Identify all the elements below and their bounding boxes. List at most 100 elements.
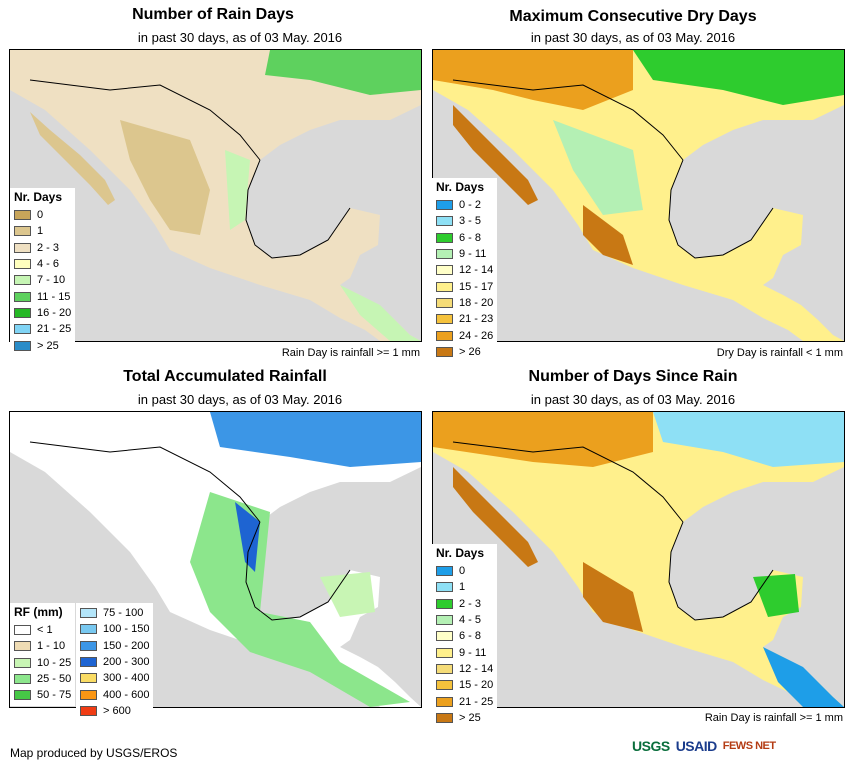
- legend-row: 21 - 25: [14, 321, 71, 337]
- orange-northwest: [433, 412, 653, 467]
- legend-label: 7 - 10: [37, 274, 66, 287]
- legend-label: 3 - 5: [459, 215, 482, 228]
- orange-north: [433, 50, 633, 110]
- legend-label: 24 - 26: [459, 329, 494, 342]
- legend-row: > 25: [14, 337, 71, 353]
- legend-label: 1: [37, 225, 44, 238]
- gulf-blue: [235, 502, 260, 572]
- legend-label: 75 - 100: [103, 607, 144, 620]
- legend-swatch: [436, 265, 453, 276]
- legend-label: 25 - 50: [37, 673, 72, 686]
- legend-label: 6 - 8: [459, 231, 482, 244]
- legend-row: 25 - 50: [14, 671, 71, 687]
- legend-row: 10 - 25: [14, 655, 71, 671]
- legend-swatch: [14, 340, 31, 351]
- legend-swatch: [14, 641, 31, 652]
- fewsnet-logo: FEWS NET: [722, 740, 776, 752]
- legend-rainfall: RF (mm) < 1 1 - 10 10 - 25 25 - 50 50 - 75: [10, 603, 76, 707]
- yucatan-green: [320, 572, 375, 617]
- legend-label: 0: [459, 565, 466, 578]
- legend-label: 400 - 600: [103, 688, 150, 701]
- legend-swatch: [436, 314, 453, 325]
- legend-swatch: [14, 674, 31, 685]
- legend-swatch: [436, 712, 453, 723]
- legend-row: < 1: [14, 622, 71, 638]
- legend-title: Nr. Days: [14, 190, 63, 204]
- legend-row: 18 - 20: [436, 295, 493, 311]
- legend-label: 100 - 150: [103, 623, 150, 636]
- us-green-area: [633, 50, 844, 105]
- map-rainfall: [9, 411, 422, 708]
- legend-row: 6 - 8: [436, 628, 493, 644]
- legend-swatch: [14, 690, 31, 701]
- map-days-since-rain-canvas: [433, 412, 844, 707]
- gulf-border: [245, 521, 351, 621]
- legend-row: 9 - 11: [436, 246, 493, 262]
- legend-label: 200 - 300: [103, 656, 150, 669]
- logo-strip: USGS USAID FEWS NET: [632, 738, 776, 754]
- legend-row: 3 - 5: [436, 213, 493, 229]
- legend-label: 10 - 25: [37, 656, 72, 669]
- us-blue-area: [210, 412, 421, 467]
- us-mexico-border: [452, 441, 684, 523]
- panel-title-rainfall: Total Accumulated Rainfall: [123, 368, 327, 385]
- legend-swatch: [80, 624, 97, 635]
- baja-peninsula: [30, 112, 115, 205]
- interior-light: [553, 120, 643, 215]
- interior-tan: [120, 120, 210, 235]
- legend-row: 0: [14, 207, 71, 223]
- legend-swatch: [80, 673, 97, 684]
- legend-swatch: [14, 226, 31, 237]
- legend-swatch: [80, 608, 97, 619]
- legend-row: 6 - 8: [436, 230, 493, 246]
- gulf-border: [668, 159, 774, 259]
- legend-label: 0 - 2: [459, 199, 482, 212]
- legend-row: 1: [14, 223, 71, 239]
- legend-row: 300 - 400: [80, 670, 149, 686]
- panel-subtitle-days-since-rain: in past 30 days, as of 03 May. 2016: [530, 392, 736, 407]
- legend-label: < 1: [37, 624, 53, 637]
- legend-swatch: [436, 346, 453, 357]
- us-mexico-border: [29, 79, 261, 161]
- yucatan-green: [753, 574, 799, 617]
- central-america-green: [340, 285, 421, 341]
- legend-rain-days: Nr. Days 0 1 2 - 3 4 - 6 7 - 10 11 - 15 16 - 2…: [10, 188, 76, 357]
- legend-row: 2 - 3: [14, 240, 71, 256]
- legend-swatch: [436, 281, 453, 292]
- us-mexico-border: [29, 441, 261, 523]
- legend-label: 15 - 17: [459, 280, 494, 293]
- legend-label: 21 - 23: [459, 313, 494, 326]
- panel-subtitle-rainfall: in past 30 days, as of 03 May. 2016: [137, 392, 343, 407]
- legend-label: 18 - 20: [459, 296, 494, 309]
- legend-row: 1: [436, 579, 493, 595]
- central-america-blue: [763, 647, 844, 707]
- legend-label: 16 - 20: [37, 306, 72, 319]
- legend-row: > 25: [436, 710, 493, 726]
- legend-label: 4 - 5: [459, 614, 482, 627]
- map-dry-days: [432, 49, 845, 342]
- map-days-since-rain: [432, 411, 845, 708]
- land-mexico: [433, 412, 844, 707]
- legend-row: 12 - 14: [436, 262, 493, 278]
- legend-label: 15 - 20: [459, 679, 494, 692]
- legend-days-since-rain: Nr. Days 0 1 2 - 3 4 - 5 6 - 8 9 - 11 12 - 14 1…: [432, 544, 498, 729]
- legend-row: 21 - 23: [436, 311, 493, 327]
- legend-label: 1: [459, 581, 466, 594]
- legend-label: 9 - 11: [459, 248, 487, 261]
- legend-swatch: [436, 631, 453, 642]
- legend-swatch: [436, 647, 453, 658]
- legend-label: 150 - 200: [103, 639, 150, 652]
- legend-row: 15 - 17: [436, 278, 493, 294]
- usaid-logo: USAID: [675, 738, 718, 754]
- legend-dry-days: Nr. Days 0 - 2 3 - 5 6 - 8 9 - 11 12 - 14 15 …: [432, 178, 498, 363]
- land-mexico: [10, 50, 421, 341]
- credit-text: Map produced by USGS/EROS: [10, 746, 178, 760]
- gulf-border: [245, 159, 351, 259]
- legend-swatch: [14, 307, 31, 318]
- baja-dark: [453, 105, 538, 205]
- legend-label: > 25: [459, 711, 481, 724]
- panel-title-days-since-rain: Number of Days Since Rain: [528, 368, 738, 385]
- legend-row: 100 - 150: [80, 621, 149, 637]
- legend-label: > 26: [459, 345, 481, 358]
- legend-rainfall-col2: 75 - 100 100 - 150 150 - 200 200 - 300 300 -…: [76, 603, 154, 723]
